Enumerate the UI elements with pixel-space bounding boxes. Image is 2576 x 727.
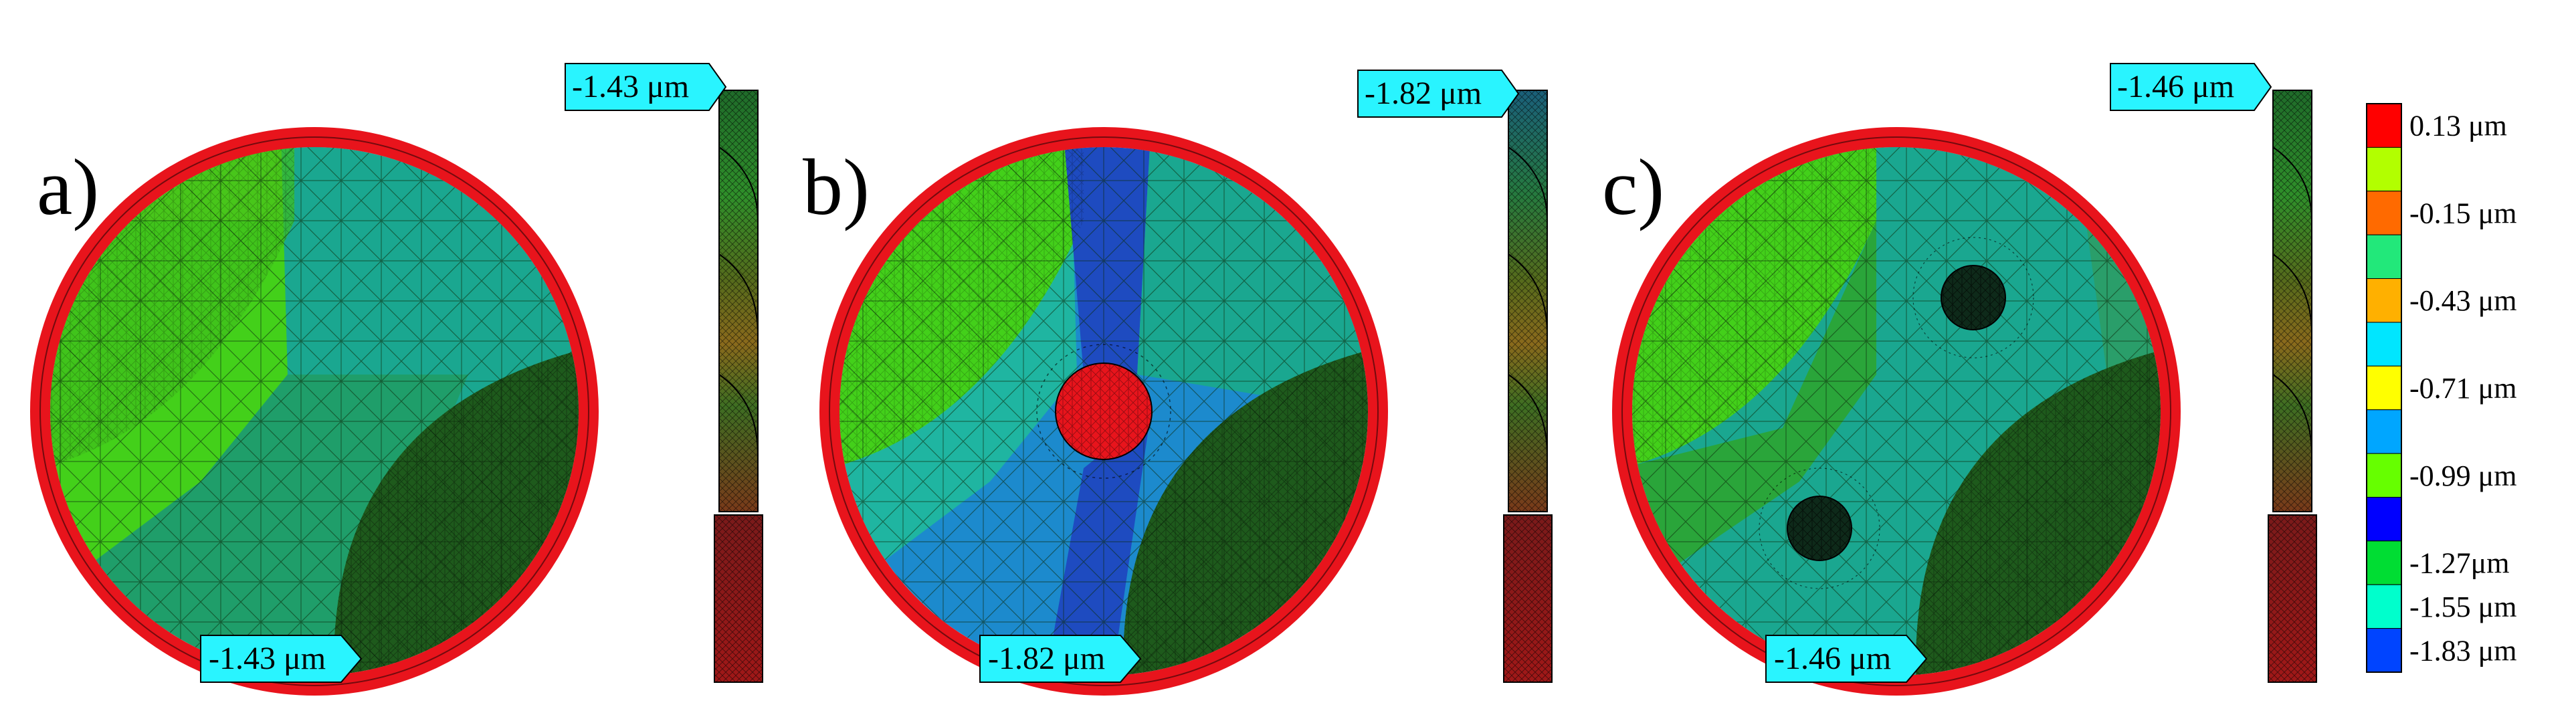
legend-swatch bbox=[2366, 584, 2402, 629]
legend-label: -1.55 μm bbox=[2409, 591, 2516, 623]
panel-label-b: b) bbox=[803, 142, 870, 231]
hole-c-2 bbox=[1759, 468, 1880, 589]
circle-callout-a: -1.43 μm bbox=[200, 635, 363, 683]
legend-swatch bbox=[2366, 628, 2402, 673]
legend-swatch bbox=[2366, 191, 2402, 235]
circle-callout-c: -1.46 μm bbox=[1765, 635, 1928, 683]
legend-swatch bbox=[2366, 234, 2402, 280]
svg-text:-1.46 μm: -1.46 μm bbox=[1774, 641, 1891, 676]
legend-swatch bbox=[2366, 409, 2402, 454]
svg-text:-1.43 μm: -1.43 μm bbox=[209, 641, 326, 676]
legend-swatch bbox=[2366, 103, 2402, 148]
hole-b bbox=[1055, 362, 1153, 460]
drill-c bbox=[2268, 90, 2317, 683]
legend-swatch bbox=[2366, 146, 2402, 192]
legend-swatch bbox=[2366, 496, 2402, 542]
svg-text:-1.82 μm: -1.82 μm bbox=[988, 641, 1105, 676]
panel-a: a) -1.43 μm -1 bbox=[30, 63, 763, 696]
color-legend: 0.13 μm -0.15 μm -0.43 μm -0.71 μm -0.99 μm -… bbox=[2366, 103, 2516, 673]
legend-label: -0.43 μm bbox=[2409, 284, 2516, 317]
panel-label-c: c) bbox=[1602, 142, 1664, 231]
legend-label: -1.27μm bbox=[2409, 547, 2509, 580]
drill-b bbox=[1503, 90, 1553, 683]
panel-b: b) -1.82 μm bbox=[803, 70, 1553, 696]
svg-text:-1.82 μm: -1.82 μm bbox=[1365, 76, 1482, 111]
legend-label: -0.71 μm bbox=[2409, 372, 2516, 405]
drill-callout-a: -1.43 μm bbox=[565, 63, 727, 111]
svg-text:-1.43 μm: -1.43 μm bbox=[572, 69, 689, 104]
hole-c-1 bbox=[1912, 237, 2034, 358]
legend-swatch bbox=[2366, 322, 2402, 367]
panel-label-a: a) bbox=[37, 142, 99, 231]
legend-label: -0.15 μm bbox=[2409, 197, 2516, 229]
legend-frame bbox=[2366, 103, 2402, 673]
drill-a bbox=[714, 90, 763, 683]
circle-callout-b: -1.82 μm bbox=[979, 635, 1142, 683]
drill-callout-c: -1.46 μm bbox=[2110, 63, 2272, 111]
legend-swatch bbox=[2366, 278, 2402, 323]
legend-label: -0.99 μm bbox=[2409, 459, 2516, 492]
legend-swatch bbox=[2366, 453, 2402, 498]
legend-swatch bbox=[2366, 540, 2402, 585]
drill-callout-b: -1.82 μm bbox=[1357, 70, 1520, 118]
svg-text:-1.46 μm: -1.46 μm bbox=[2117, 69, 2234, 104]
legend-label: 0.13 μm bbox=[2409, 110, 2507, 142]
panel-c: c) -1.46 μm bbox=[1602, 63, 2317, 696]
legend-swatch bbox=[2366, 365, 2402, 411]
legend-label: -1.83 μm bbox=[2409, 634, 2516, 667]
